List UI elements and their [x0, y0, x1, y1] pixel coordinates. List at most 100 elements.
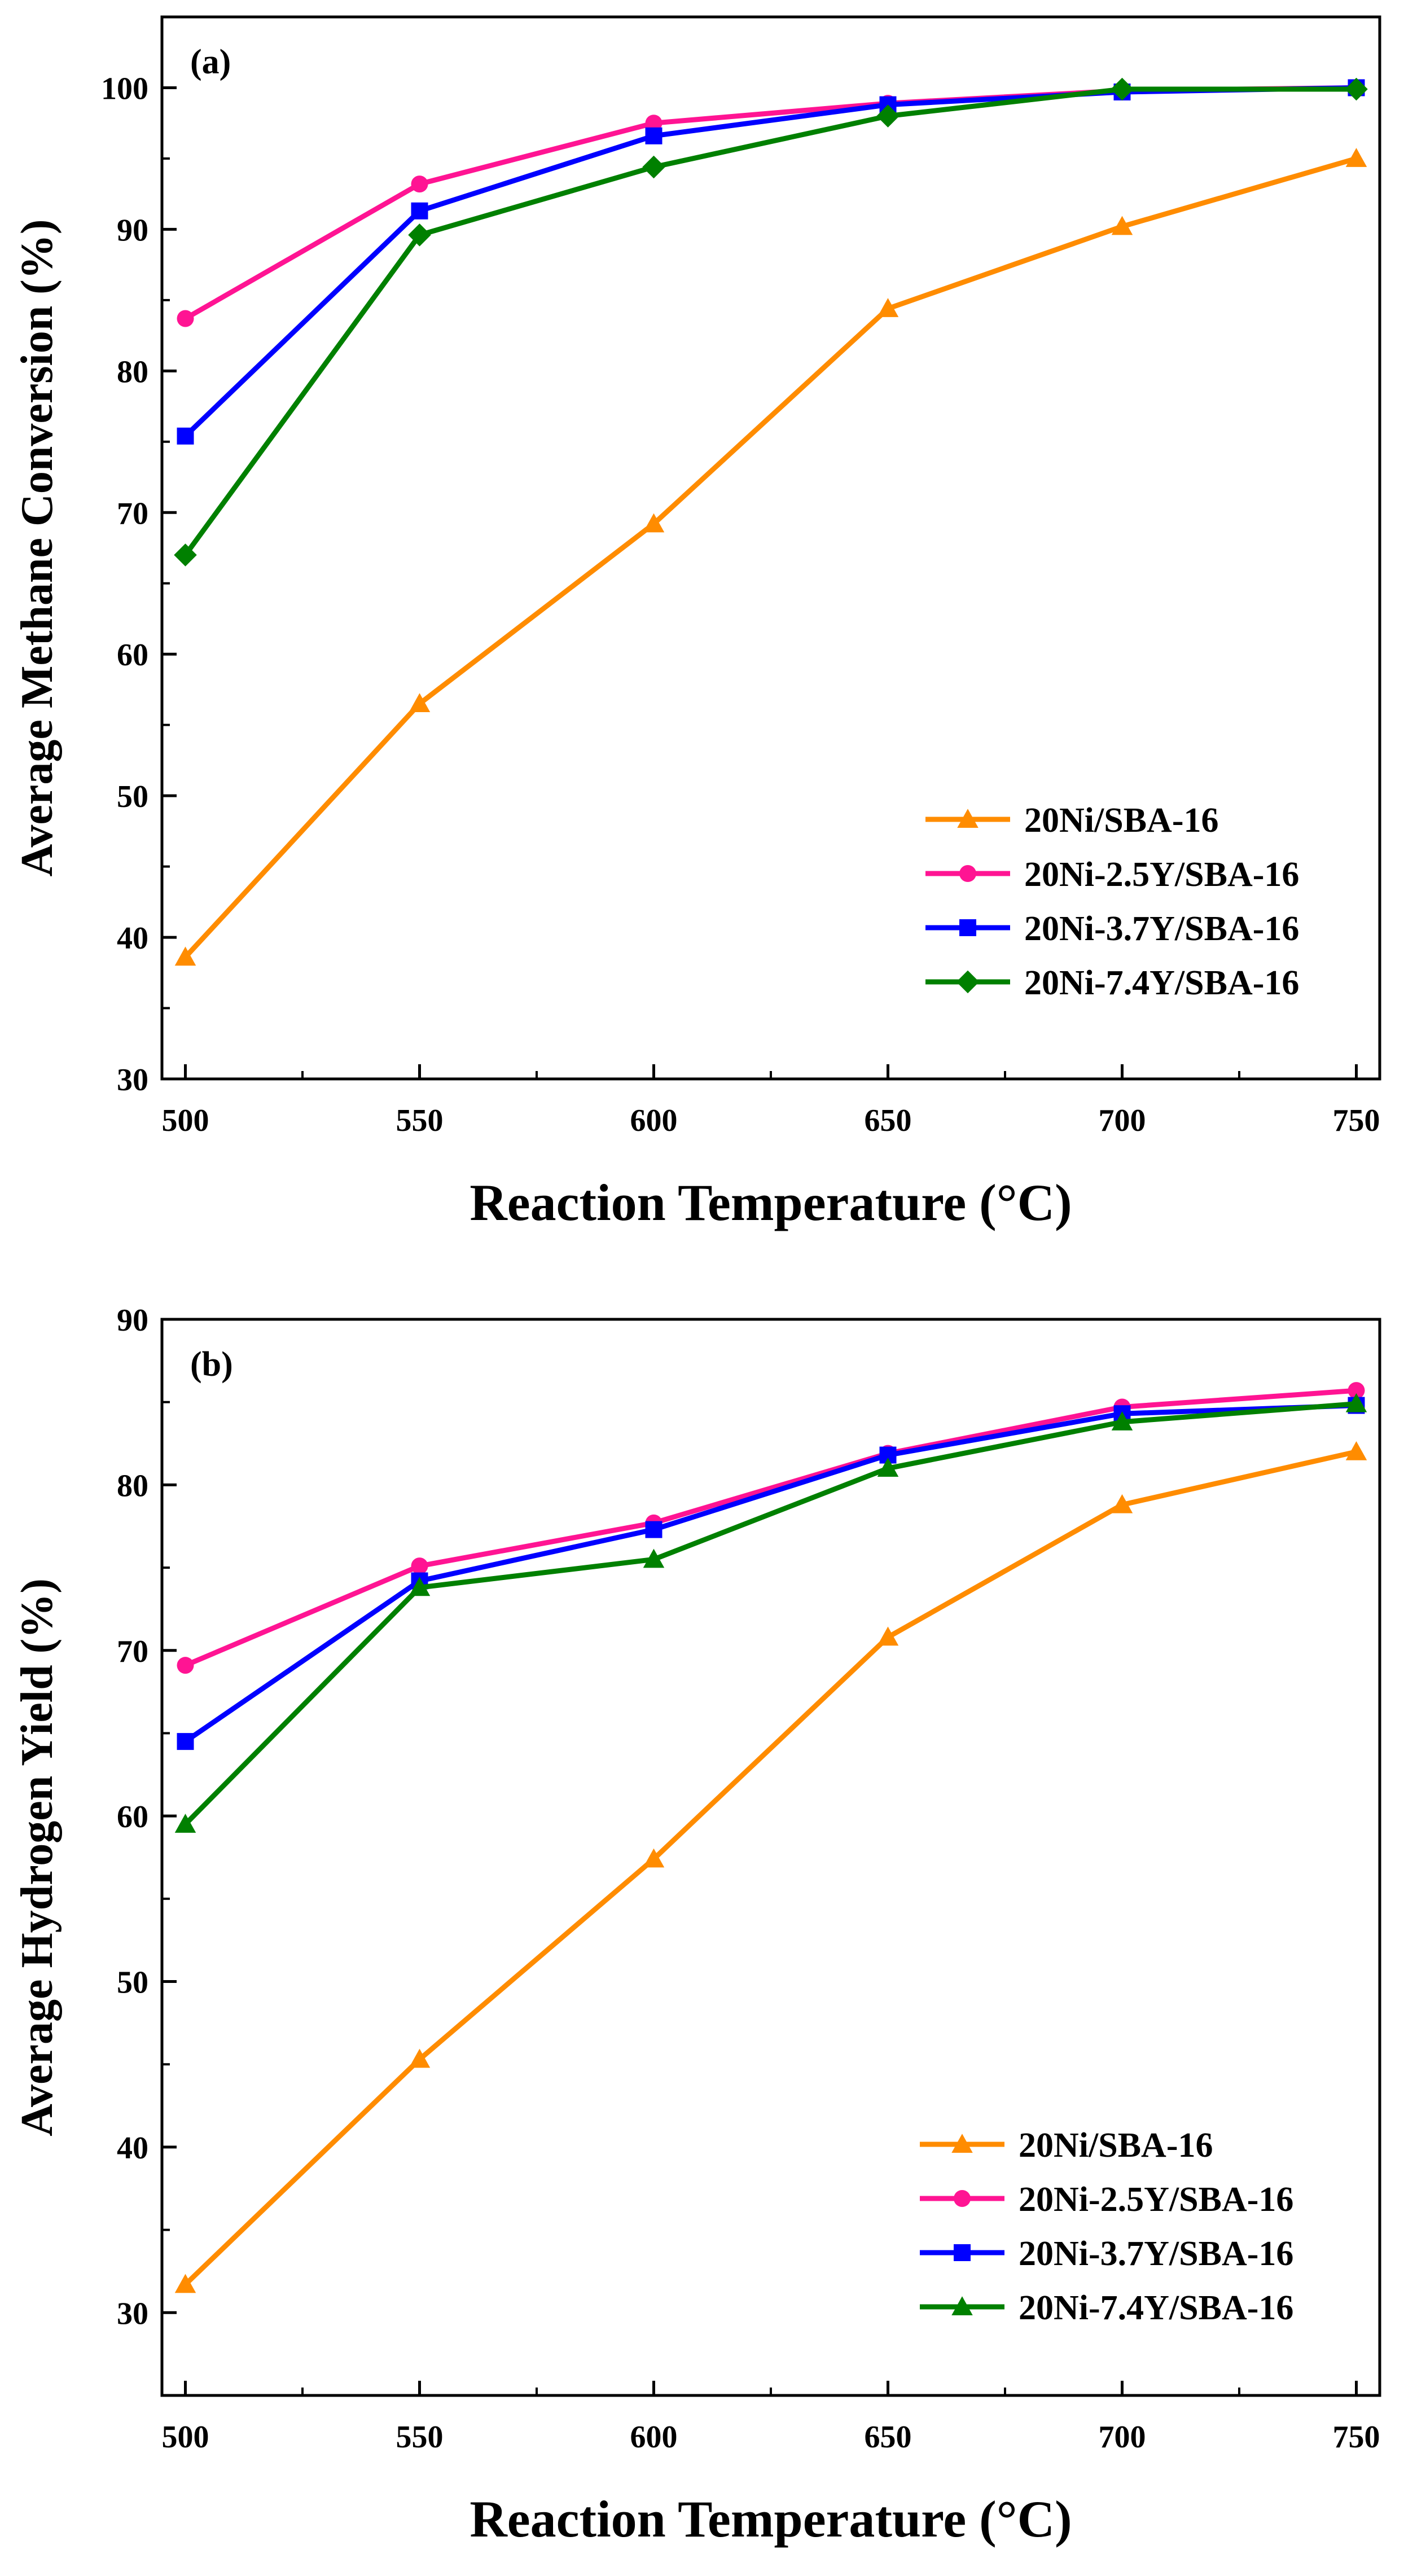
- y-tick-label: 90: [117, 1303, 148, 1338]
- data-point: [1111, 77, 1134, 101]
- data-point: [177, 1657, 194, 1674]
- data-point: [411, 202, 428, 220]
- data-point: [645, 127, 662, 144]
- legend-label: 20Ni-7.4Y/SBA-16: [1019, 2289, 1293, 2327]
- series-2: [177, 1382, 1365, 1674]
- y-tick-label: 70: [117, 1634, 148, 1669]
- data-point: [876, 104, 900, 128]
- y-tick-label: 90: [117, 213, 148, 248]
- data-point: [174, 543, 197, 567]
- y-tick-label: 40: [117, 921, 148, 956]
- data-point: [409, 1577, 431, 1596]
- x-tick-label: 500: [162, 2420, 209, 2455]
- legend-label: 20Ni-2.5Y/SBA-16: [1019, 2180, 1293, 2219]
- y-tick-label: 80: [117, 354, 148, 389]
- legend-label: 20Ni-2.5Y/SBA-16: [1024, 855, 1299, 894]
- y-tick-label: 80: [117, 1468, 148, 1503]
- y-tick-label: 50: [117, 1965, 148, 2000]
- legend: 20Ni/SBA-16 20Ni-2.5Y/SBA-16 20Ni-3.7Y/SBA…: [925, 801, 1299, 1002]
- legend-swatch-marker: [951, 2296, 973, 2315]
- data-point: [645, 115, 662, 132]
- legend-item: 20Ni-7.4Y/SBA-16: [925, 964, 1299, 1002]
- data-point: [411, 175, 428, 193]
- data-point: [177, 1733, 194, 1750]
- series-3: [177, 1397, 1365, 1750]
- legend-swatch-marker: [951, 2134, 973, 2153]
- legend-item: 20Ni-3.7Y/SBA-16: [920, 2235, 1293, 2273]
- data-point: [1345, 1393, 1367, 1412]
- x-tick-label: 600: [630, 1103, 678, 1138]
- x-axis-title: Reaction Temperature (°C): [470, 1174, 1072, 1231]
- legend-label: 20Ni-7.4Y/SBA-16: [1024, 964, 1299, 1002]
- data-point: [643, 1848, 665, 1868]
- y-tick-label: 60: [117, 638, 148, 673]
- data-point: [645, 1521, 662, 1538]
- data-point: [642, 155, 665, 179]
- x-tick-label: 650: [865, 2420, 912, 2455]
- legend-item: 20Ni/SBA-16: [920, 2126, 1213, 2165]
- legend-label: 20Ni/SBA-16: [1024, 801, 1218, 840]
- data-point: [174, 946, 196, 966]
- data-point: [411, 1557, 428, 1575]
- series-4: [174, 1393, 1367, 1833]
- series-line: [183, 1401, 1357, 1826]
- data-point: [177, 427, 194, 445]
- data-point: [1345, 77, 1368, 101]
- data-point: [877, 1626, 899, 1646]
- data-point: [877, 1458, 899, 1477]
- data-point: [409, 2048, 431, 2068]
- legend-label: 20Ni/SBA-16: [1019, 2126, 1213, 2165]
- data-point: [643, 513, 665, 533]
- y-tick-label: 70: [117, 496, 148, 531]
- panel-label: (b): [190, 1345, 233, 1384]
- series-1: [174, 148, 1367, 966]
- y-tick-label: 40: [117, 2131, 148, 2166]
- series-line: [183, 86, 1357, 557]
- legend-item: 20Ni-3.7Y/SBA-16: [925, 910, 1299, 948]
- x-tick-label: 550: [396, 2420, 444, 2455]
- chart-panel-a: 500 550 600 650 700 750 30 40 50 60 70 80 90 100 (a) Re…: [12, 15, 1381, 1231]
- legend: 20Ni/SBA-16 20Ni-2.5Y/SBA-16 20Ni-3.7Y/SBA…: [920, 2126, 1293, 2327]
- legend-label: 20Ni-3.7Y/SBA-16: [1024, 910, 1299, 948]
- y-tick-label: 60: [117, 1800, 148, 1835]
- panel-label: (a): [190, 43, 231, 81]
- data-point: [177, 310, 194, 327]
- legend-swatch-marker: [956, 970, 980, 994]
- data-point: [174, 1814, 196, 1833]
- data-point: [1111, 1411, 1133, 1430]
- data-point: [1111, 216, 1133, 235]
- legend-item: 20Ni-2.5Y/SBA-16: [925, 855, 1299, 894]
- legend-swatch-marker: [954, 2190, 971, 2207]
- series-3: [177, 79, 1365, 445]
- data-point: [1111, 1494, 1133, 1513]
- y-tick-label: 50: [117, 779, 148, 814]
- series-line: [183, 156, 1357, 959]
- legend-item: 20Ni-7.4Y/SBA-16: [920, 2289, 1293, 2327]
- x-tick-label: 650: [865, 1103, 912, 1138]
- legend-swatch-marker: [959, 865, 976, 882]
- x-tick-label: 600: [630, 2420, 678, 2455]
- series-4: [174, 77, 1368, 567]
- legend-label: 20Ni-3.7Y/SBA-16: [1019, 2235, 1293, 2273]
- data-point: [408, 223, 431, 247]
- series-line: [183, 1403, 1357, 1744]
- y-axis-title: Average Methane Conversion (%): [12, 220, 62, 877]
- series-2: [177, 79, 1365, 327]
- series-line: [184, 1388, 1357, 1668]
- legend-swatch-marker: [959, 919, 976, 936]
- y-tick-label: 100: [101, 71, 148, 106]
- legend-item: 20Ni-2.5Y/SBA-16: [920, 2180, 1293, 2219]
- x-tick-label: 750: [1333, 2420, 1380, 2455]
- chart-panel-b: 500 550 600 650 700 750 30 40 50 60 70 80 90 (b) React…: [12, 1303, 1381, 2548]
- plot-frame: [160, 1318, 1381, 2397]
- x-axis-title: Reaction Temperature (°C): [470, 2490, 1072, 2548]
- data-point: [1345, 1441, 1367, 1460]
- series-1: [174, 1441, 1367, 2293]
- data-point: [877, 298, 899, 317]
- x-tick-label: 750: [1333, 1103, 1380, 1138]
- legend-swatch-marker: [954, 2244, 971, 2261]
- x-tick-label: 700: [1099, 2420, 1146, 2455]
- data-point: [174, 2274, 196, 2293]
- x-tick-label: 550: [396, 1103, 444, 1138]
